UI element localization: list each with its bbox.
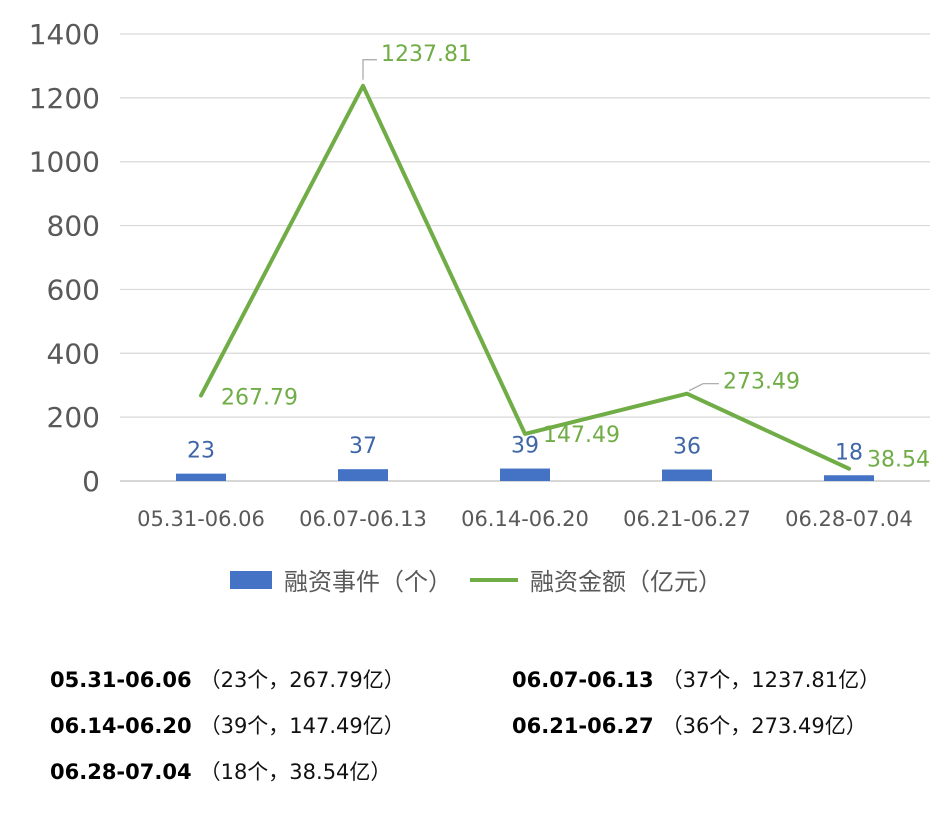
summary-detail: （36个，273.49亿） (661, 714, 867, 738)
line-value-label: 273.49 (723, 370, 800, 395)
summary-detail: （37个，1237.81亿） (661, 668, 881, 692)
bar-value-label: 36 (673, 435, 701, 460)
legend-line-label: 融资金额（亿元） (530, 568, 722, 596)
leader-line (362, 59, 377, 80)
bar-value-label: 39 (511, 434, 539, 459)
summary-item: 05.31-06.06 （23个，267.79亿） (50, 663, 512, 697)
legend-line-swatch (470, 577, 518, 582)
line-value-label: 38.54 (867, 448, 930, 473)
bar (176, 473, 226, 481)
bar (500, 468, 550, 481)
legend-bar-swatch (230, 570, 272, 589)
bar (824, 475, 874, 481)
bar-series (176, 468, 874, 481)
data-labels: 23 37 39 36 18 267.79 1237.81 147.49 273.49 38.54 (187, 42, 930, 473)
legend-item-bar[interactable]: 融资事件（个） (230, 562, 452, 597)
x-axis: 05.31-06.06 06.07-06.13 06.14-06.20 06.21-0… (137, 507, 913, 531)
summary-item: 06.21-06.27 （36个，273.49亿） (512, 709, 930, 743)
y-tick-label: 800 (47, 210, 100, 243)
bar (338, 469, 388, 481)
legend: 融资事件（个） 融资金额（亿元） (0, 562, 952, 597)
summary-detail: （18个，38.54亿） (199, 760, 392, 784)
line-value-label: 1237.81 (381, 42, 472, 67)
line-path (199, 83, 851, 471)
summary-item: 06.14-06.20 （39个，147.49亿） (50, 709, 512, 743)
x-tick-label: 06.07-06.13 (299, 507, 427, 531)
summary-period: 06.28-07.04 (50, 760, 192, 784)
x-tick-label: 06.28-07.04 (785, 507, 913, 531)
y-tick-label: 1000 (29, 146, 100, 179)
bar-value-label: 37 (349, 434, 377, 459)
y-tick-label: 600 (47, 273, 100, 306)
summary-period: 05.31-06.06 (50, 668, 192, 692)
summary-period: 06.14-06.20 (50, 714, 192, 738)
y-axis: 0 200 400 600 800 1000 1200 1400 (29, 18, 100, 498)
y-tick-label: 1200 (29, 82, 100, 115)
y-tick-label: 400 (47, 337, 100, 370)
x-tick-label: 05.31-06.06 (137, 507, 265, 531)
combo-chart: 0 200 400 600 800 1000 1200 1400 23 37 39 36 18 267.… (29, 18, 930, 531)
legend-bar-label: 融资事件（个） (284, 568, 452, 596)
bar-value-label: 18 (835, 440, 863, 465)
legend-item-line[interactable]: 融资金额（亿元） (470, 562, 722, 597)
gridlines (120, 33, 930, 482)
summary-item: 06.07-06.13 （37个，1237.81亿） (512, 663, 930, 697)
line-series (199, 83, 851, 471)
y-tick-label: 200 (47, 401, 100, 434)
line-value-label: 147.49 (543, 423, 620, 448)
summary-list: 05.31-06.06 （23个，267.79亿） 06.07-06.13 （37个… (50, 663, 930, 789)
summary-period: 06.21-06.27 (512, 714, 654, 738)
y-tick-label: 0 (82, 465, 100, 498)
leader-line (688, 383, 719, 392)
bar (662, 469, 712, 481)
summary-period: 06.07-06.13 (512, 668, 654, 692)
summary-detail: （23个，267.79亿） (199, 668, 405, 692)
x-tick-label: 06.21-06.27 (623, 507, 751, 531)
summary-detail: （39个，147.49亿） (199, 714, 405, 738)
bar-value-label: 23 (187, 439, 215, 464)
x-tick-label: 06.14-06.20 (461, 507, 589, 531)
y-tick-label: 1400 (29, 18, 100, 51)
summary-item: 06.28-07.04 （18个，38.54亿） (50, 755, 512, 789)
line-value-label: 267.79 (221, 385, 298, 410)
